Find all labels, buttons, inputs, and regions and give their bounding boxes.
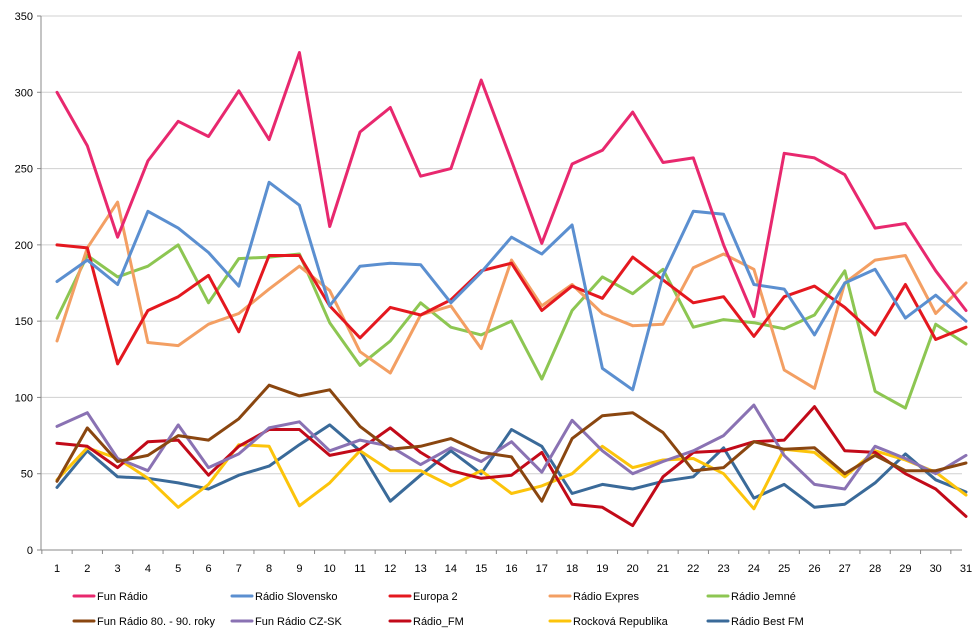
series-line-1	[55, 51, 968, 319]
x-tick-label: 28	[869, 563, 881, 575]
series-line-9	[55, 443, 968, 511]
x-tick-label: 25	[778, 563, 790, 575]
series-lines	[55, 51, 968, 528]
legend-label: Rádio Slovensko	[255, 591, 338, 603]
legend-item: Rádio Expres	[548, 591, 640, 603]
x-tick-label: 8	[266, 563, 272, 575]
legend-label: Rocková Republika	[573, 616, 669, 628]
legend-label: Fun Rádio	[97, 591, 148, 603]
x-tick-label: 4	[145, 563, 151, 575]
legend-label: Europa 2	[413, 591, 458, 603]
x-tick-label: 20	[627, 563, 639, 575]
x-tick-label: 11	[354, 563, 365, 575]
legend-label: Fun Rádio CZ-SK	[255, 616, 342, 628]
x-tick-label: 19	[596, 563, 608, 575]
legend-item: Fun Rádio 80. - 90. roky	[72, 616, 216, 628]
legend-item: Rocková Republika	[548, 616, 669, 628]
series-line-4	[55, 200, 968, 390]
y-tick-label: 200	[15, 240, 33, 252]
x-tick-label: 26	[808, 563, 820, 575]
x-tick-label: 23	[717, 563, 729, 575]
x-tick-label: 7	[236, 563, 242, 575]
x-tick-label: 2	[84, 563, 90, 575]
y-tick-label: 300	[15, 87, 33, 99]
x-tick-label: 24	[748, 563, 760, 575]
series-line-2	[55, 180, 968, 392]
legend-label: Rádio_FM	[413, 616, 464, 628]
x-axis-tick-labels: 1 2 3 4 5 6 7 8 9 10 11 12 13 14 15 16 17 18 19 20 21 22 23 24 2…	[54, 563, 972, 575]
legend-item: Rádio_FM	[388, 616, 464, 628]
legend-item: Rádio Slovensko	[230, 591, 338, 603]
y-tick-label: 250	[15, 164, 33, 176]
legend-label: Fun Rádio 80. - 90. roky	[97, 616, 216, 628]
y-axis-tick-labels: 0 50 100 150 200 250 300 350	[15, 11, 33, 557]
y-tick-label: 100	[15, 392, 33, 404]
x-tick-label: 5	[175, 563, 181, 575]
y-tick-label: 50	[21, 469, 33, 481]
x-tick-label: 6	[205, 563, 211, 575]
series-line-7	[55, 403, 968, 491]
series-line-10	[55, 423, 968, 509]
x-tick-label: 29	[899, 563, 911, 575]
x-tick-label: 17	[536, 563, 548, 575]
x-tick-label: 31	[960, 563, 972, 575]
x-tick-label: 21	[657, 563, 669, 575]
x-tick-label: 3	[115, 563, 121, 575]
legend-item: Fun Rádio CZ-SK	[230, 616, 342, 628]
legend-item: Europa 2	[388, 591, 458, 603]
x-tick-label: 16	[505, 563, 517, 575]
legend-label: Rádio Jemné	[731, 591, 796, 603]
x-tick-label: 10	[324, 563, 336, 575]
x-tick-label: 30	[930, 563, 942, 575]
legend-label: Rádio Expres	[573, 591, 640, 603]
x-tick-label: 22	[687, 563, 699, 575]
x-tick-label: 27	[839, 563, 851, 575]
y-tick-label: 150	[15, 316, 33, 328]
legend-item: Fun Rádio	[72, 591, 148, 603]
gridlines	[41, 15, 962, 475]
x-tick-label: 12	[384, 563, 396, 575]
x-tick-label: 9	[296, 563, 302, 575]
x-tick-label: 15	[475, 563, 487, 575]
x-tick-label: 14	[445, 563, 457, 575]
legend: Fun Rádio Rádio Slovensko Europa 2 Rádio Ex…	[72, 591, 804, 628]
y-tick-label: 0	[27, 545, 33, 557]
axes	[37, 15, 962, 554]
x-tick-label: 18	[566, 563, 578, 575]
series-line-8	[55, 405, 968, 528]
legend-item: Rádio Best FM	[706, 616, 804, 628]
series-line-5	[55, 243, 968, 410]
x-tick-label: 1	[54, 563, 60, 575]
series-line-6	[55, 383, 968, 503]
legend-item: Rádio Jemné	[706, 591, 796, 603]
legend-label: Rádio Best FM	[731, 616, 804, 628]
y-tick-label: 350	[15, 11, 33, 23]
series-line-3	[55, 243, 968, 366]
x-tick-label: 13	[414, 563, 426, 575]
